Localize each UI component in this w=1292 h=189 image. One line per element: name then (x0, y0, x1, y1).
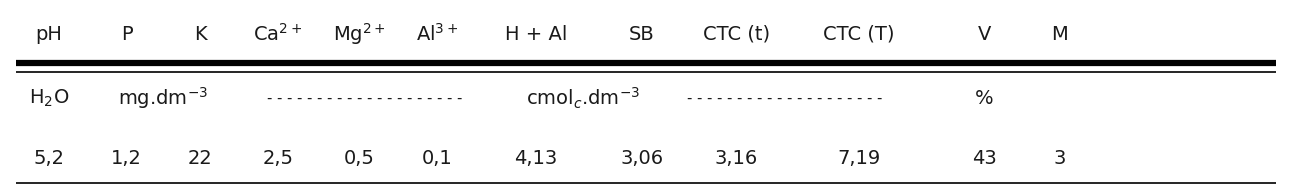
Text: CTC (T): CTC (T) (823, 25, 895, 43)
Text: 4,13: 4,13 (514, 149, 558, 168)
Text: M: M (1052, 25, 1067, 43)
Text: pH: pH (36, 25, 62, 43)
Text: 3: 3 (1053, 149, 1066, 168)
Text: Ca$^{2+}$: Ca$^{2+}$ (253, 23, 302, 45)
Text: 2,5: 2,5 (262, 149, 293, 168)
Text: 1,2: 1,2 (111, 149, 142, 168)
Text: SB: SB (629, 25, 655, 43)
Text: 0,5: 0,5 (344, 149, 375, 168)
Text: - - - - - - - - - - - - - - - - - - - -: - - - - - - - - - - - - - - - - - - - - (687, 91, 882, 106)
Text: 43: 43 (972, 149, 997, 168)
Text: %: % (975, 89, 994, 108)
Text: K: K (194, 25, 207, 43)
Text: H + Al: H + Al (505, 25, 567, 43)
Text: Al$^{3+}$: Al$^{3+}$ (416, 23, 457, 45)
Text: V: V (978, 25, 991, 43)
Text: mg.dm$^{-3}$: mg.dm$^{-3}$ (119, 85, 208, 111)
Text: - - - - - - - - - - - - - - - - - - - -: - - - - - - - - - - - - - - - - - - - - (266, 91, 463, 106)
Text: 3,16: 3,16 (714, 149, 758, 168)
Text: CTC (t): CTC (t) (703, 25, 770, 43)
Text: 22: 22 (187, 149, 213, 168)
Text: 0,1: 0,1 (421, 149, 452, 168)
Text: 5,2: 5,2 (34, 149, 65, 168)
Text: P: P (121, 25, 132, 43)
Text: Mg$^{2+}$: Mg$^{2+}$ (333, 21, 385, 47)
Text: 3,06: 3,06 (620, 149, 664, 168)
Text: cmol$_c$.dm$^{-3}$: cmol$_c$.dm$^{-3}$ (526, 86, 640, 111)
Text: H$_2$O: H$_2$O (28, 88, 70, 109)
Text: 7,19: 7,19 (837, 149, 881, 168)
